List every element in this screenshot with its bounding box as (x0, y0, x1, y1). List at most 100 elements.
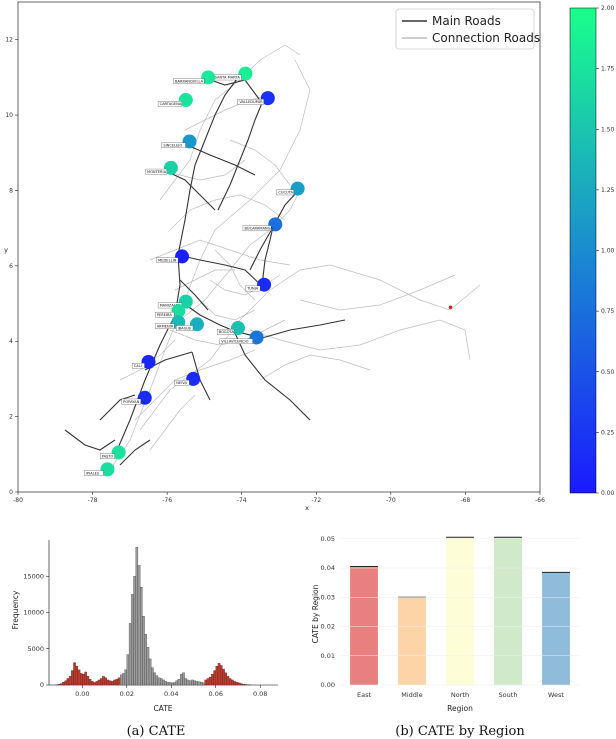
city-label: BARRANQUILLA (175, 79, 204, 83)
colorbar-tick-label: 0.50 (601, 369, 615, 376)
map-y-tick-label: 10 (5, 112, 13, 119)
map-y-tick-label: 8 (9, 187, 13, 194)
hist-bar (142, 616, 145, 686)
colorbar-tick-label: 1.50 (601, 126, 615, 133)
hist-bar (86, 676, 90, 686)
region-caption: (b) CATE by Region (395, 724, 525, 739)
region-axes: 0.00 0.01 0.02 0.03 0.04 0.05 East Middle North S… (321, 535, 580, 699)
hist-y-tick-label: 15000 (23, 572, 44, 580)
hist-bar (148, 658, 152, 686)
hist-bar (111, 681, 114, 686)
map-x-axis-label: x (305, 504, 309, 512)
city-marker (137, 390, 152, 405)
city-marker (186, 371, 201, 386)
city-label: CALI (134, 364, 142, 368)
hist-bar (68, 676, 72, 686)
region-panel: 0.00 0.01 0.02 0.03 0.04 0.05 East Middle North S… (311, 535, 580, 739)
hist-bar (146, 647, 150, 686)
map-legend-box (395, 8, 535, 50)
hist-bar (217, 663, 221, 686)
hist-bar (228, 678, 232, 686)
region-y-tick-label: 0.05 (321, 535, 335, 543)
city-label: MANIZALES (160, 304, 182, 308)
hist-bar (144, 634, 147, 686)
map-x-tick-label: -68 (461, 497, 471, 504)
hist-bar (57, 684, 61, 686)
city-label-box (173, 78, 205, 84)
city-label-box (84, 470, 104, 476)
map-y-tick-label: 2 (9, 414, 13, 421)
city-label: MEDELLIN (158, 258, 176, 262)
city-label: CUCUTA (278, 191, 293, 195)
colorbar-ticks: 0.00 0.25 0.50 0.75 1.00 1.25 1.50 1.75 2.00 (596, 5, 615, 497)
region-bars (350, 536, 570, 685)
city-label-box (157, 101, 182, 107)
map-y-axis-label: y (4, 246, 8, 254)
hist-bar (95, 681, 99, 686)
city-label: PEREIRA (157, 313, 173, 317)
hist-bar (71, 670, 74, 686)
city-marker (189, 317, 204, 332)
region-bar (398, 597, 426, 685)
region-x-axis-label: Region (447, 704, 473, 713)
hist-bar (124, 669, 127, 686)
city-label-box (276, 189, 294, 196)
hist-bar (177, 679, 181, 686)
city-marker (141, 354, 156, 369)
city-label-box (161, 142, 186, 149)
hist-bar (193, 680, 196, 686)
colorbar-tick-label: 2.00 (601, 5, 615, 12)
map-y-tick-label: 0 (9, 489, 13, 496)
hist-bar (242, 684, 245, 686)
city-label-box (155, 323, 175, 329)
city-marker (178, 93, 193, 107)
city-label: BUCARAMANGA (244, 226, 273, 230)
city-marker (260, 91, 275, 106)
city-label: NEIVA (176, 381, 187, 385)
city-markers: SANTA MARTA BARRANQUILLA CARTAGENA VALLEDUP… (84, 66, 453, 477)
city-label-box (237, 99, 264, 105)
city-marker (257, 277, 272, 292)
highlight-marker (448, 305, 453, 310)
hist-bar (173, 682, 176, 686)
city-label: ARMENIA (157, 324, 174, 328)
hist-x-tick-label: 0.02 (120, 690, 134, 698)
region-y-tick-label: 0.00 (321, 681, 335, 689)
hist-bar (168, 682, 172, 686)
city-label-box (145, 168, 168, 175)
hist-bar (117, 677, 121, 686)
city-marker (201, 70, 216, 85)
hist-bar (226, 676, 230, 686)
map-x-tick-label: -72 (311, 497, 321, 504)
hist-bar (233, 681, 236, 686)
hist-bar (197, 681, 201, 686)
city-label-box (132, 363, 145, 369)
city-marker (230, 321, 245, 336)
hist-bar (108, 680, 112, 686)
region-y-tick-label: 0.03 (321, 593, 335, 601)
city-label: POPAYAN (123, 400, 139, 404)
hist-bar (137, 565, 141, 686)
hist-y-axis-label: Frequency (11, 590, 20, 629)
city-marker (178, 294, 193, 309)
city-label-box (176, 325, 194, 331)
city-marker (175, 249, 190, 264)
map-y-tick-label: 12 (5, 37, 13, 44)
hist-bar (73, 662, 76, 686)
hist-y-tick-label: 10000 (23, 609, 44, 617)
hist-bar (102, 676, 105, 686)
hist-bar (204, 679, 207, 686)
region-y-axis-label: CATE by Region (311, 584, 320, 643)
hist-bar (135, 547, 139, 686)
colorbar-tick-label: 0.00 (601, 490, 615, 497)
hist-bar (175, 680, 179, 686)
map-x-tick-label: -70 (386, 497, 396, 504)
map-x-tick-label: -80 (13, 497, 23, 504)
hist-bar (166, 681, 170, 686)
city-label: SINCELEJO (163, 143, 182, 147)
hist-bar (126, 654, 130, 686)
city-label-box (174, 379, 190, 386)
hist-bar (184, 678, 187, 686)
hist-bar (140, 587, 143, 686)
city-marker (290, 181, 305, 196)
